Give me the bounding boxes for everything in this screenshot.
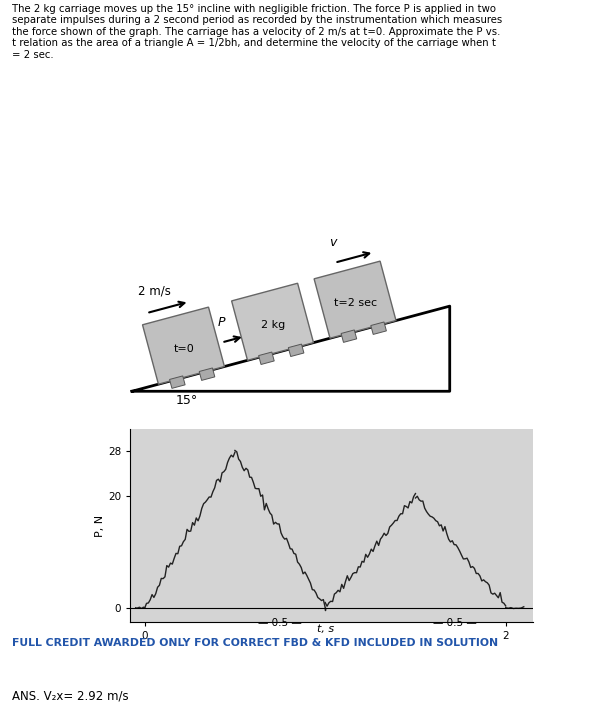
Polygon shape (231, 283, 314, 360)
Polygon shape (314, 261, 396, 338)
Text: v: v (329, 235, 336, 249)
Text: 2 kg: 2 kg (261, 320, 285, 330)
Text: 2 m/s: 2 m/s (139, 285, 171, 298)
Text: — 0.5 —: — 0.5 — (433, 618, 477, 628)
Text: t=2 sec: t=2 sec (334, 297, 378, 307)
Text: P: P (217, 316, 225, 330)
Polygon shape (143, 307, 224, 384)
Text: — 0.5 —: — 0.5 — (258, 618, 302, 628)
Polygon shape (259, 352, 274, 365)
Polygon shape (169, 376, 185, 388)
Polygon shape (288, 344, 304, 357)
Text: ANS. V₂x= 2.92 m/s: ANS. V₂x= 2.92 m/s (12, 690, 128, 703)
Text: t, s: t, s (317, 623, 334, 633)
Polygon shape (200, 368, 215, 380)
Text: The 2 kg carriage moves up the 15° incline with negligible friction. The force P: The 2 kg carriage moves up the 15° incli… (12, 4, 502, 60)
Text: FULL CREDIT AWARDED ONLY FOR CORRECT FBD & KFD INCLUDED IN SOLUTION: FULL CREDIT AWARDED ONLY FOR CORRECT FBD… (12, 638, 498, 649)
Polygon shape (341, 330, 357, 342)
Polygon shape (371, 322, 387, 335)
Text: 15°: 15° (176, 395, 198, 408)
Text: t=0: t=0 (174, 344, 195, 354)
Y-axis label: P, N: P, N (95, 515, 105, 536)
